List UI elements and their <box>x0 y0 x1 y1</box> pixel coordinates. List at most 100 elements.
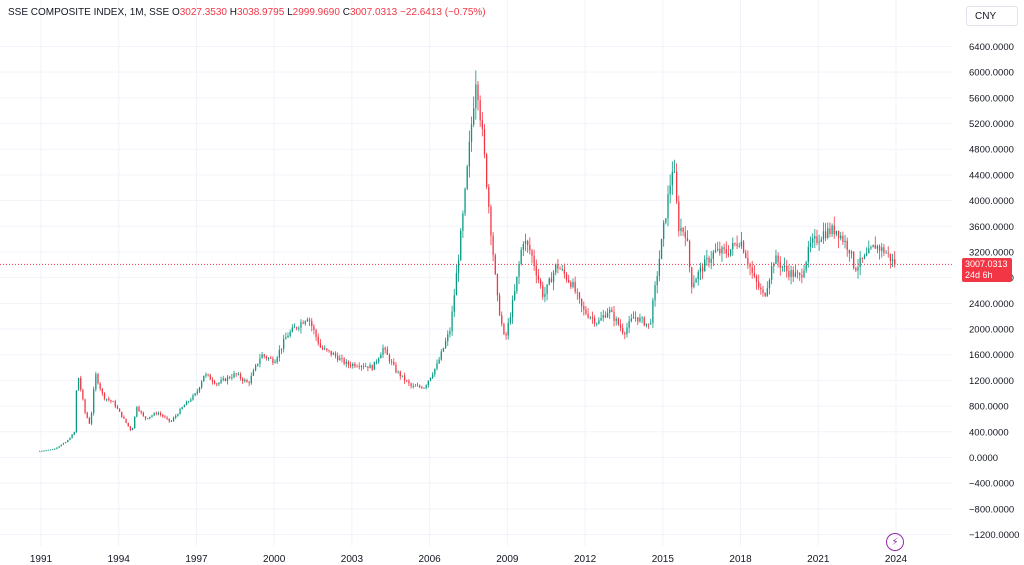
candle-body <box>799 273 801 276</box>
candle-body <box>796 272 799 274</box>
candle-body <box>168 418 170 422</box>
candle-body <box>414 385 417 387</box>
candle-body <box>777 255 779 263</box>
y-tick-label: 4400.0000 <box>969 170 1014 181</box>
candle-body <box>326 348 328 350</box>
candle-body <box>704 259 706 272</box>
candle-body <box>280 348 283 350</box>
candle-body <box>557 264 559 269</box>
candle-body <box>440 351 442 360</box>
candle-body <box>727 253 730 256</box>
candle-body <box>565 274 568 280</box>
candle-body <box>306 319 309 322</box>
candle-body <box>207 374 209 376</box>
candle-body <box>278 349 281 358</box>
candle-body <box>388 354 391 362</box>
candle-body <box>298 327 300 329</box>
candle-body <box>254 365 257 371</box>
candle-body <box>758 281 760 288</box>
candle-body <box>792 270 794 277</box>
y-tick-label: 5600.0000 <box>969 93 1014 104</box>
close-value: 3007.0313 <box>349 7 398 18</box>
candle-body <box>56 447 58 449</box>
candle-body <box>516 276 518 292</box>
candle-body <box>304 321 306 324</box>
candle-body <box>224 378 227 381</box>
candle-body <box>190 399 192 402</box>
candle-body <box>520 249 522 264</box>
candle-body <box>47 449 49 451</box>
candle-body <box>853 251 855 269</box>
candle-body <box>701 267 704 272</box>
candle-body <box>613 311 615 321</box>
candle-body <box>244 380 246 382</box>
candle-body <box>229 377 231 378</box>
candle-body <box>345 361 347 364</box>
candle-body <box>706 257 708 260</box>
candle-body <box>710 258 712 263</box>
candle-body <box>863 255 866 259</box>
candle-body <box>239 374 242 379</box>
candle-body <box>647 323 650 325</box>
candle-body <box>259 358 261 364</box>
candle-body <box>544 293 546 297</box>
currency-button[interactable]: CNY <box>966 6 1018 26</box>
symbol-legend: SSE COMPOSITE INDEX, 1M, SSE O3027.3530 … <box>8 7 486 18</box>
candle-body <box>457 260 460 274</box>
candle-body <box>319 343 322 348</box>
candle-body <box>97 374 99 384</box>
x-tick-label: 2000 <box>263 554 286 565</box>
candle-body <box>468 141 471 167</box>
candle-body <box>412 385 414 387</box>
candle-body <box>410 383 412 387</box>
candle-body <box>358 366 360 368</box>
candle-body <box>41 450 43 452</box>
candle-body <box>73 432 75 435</box>
candle-body <box>321 347 324 350</box>
candle-body <box>481 120 483 129</box>
candle-body <box>891 259 894 262</box>
candle-body <box>751 267 753 273</box>
candle-body <box>570 282 572 287</box>
candle-body <box>878 245 881 251</box>
candle-body <box>118 408 121 412</box>
candle-body <box>518 263 520 277</box>
candle-body <box>876 245 879 249</box>
candle-body <box>283 339 285 349</box>
candle-body <box>697 272 699 280</box>
candle-body <box>334 353 337 357</box>
candle-body <box>369 365 371 369</box>
candle-body <box>419 385 421 387</box>
candle-body <box>157 413 160 415</box>
candle-body <box>248 382 250 384</box>
candle-body <box>682 227 684 232</box>
candle-body <box>432 374 434 378</box>
candle-body <box>822 231 825 240</box>
candle-body <box>293 327 296 329</box>
candle-body <box>535 266 537 276</box>
candle-body <box>652 300 654 324</box>
candle-body <box>637 317 639 322</box>
candle-body <box>883 247 885 254</box>
candle-body <box>77 377 80 391</box>
candle-body <box>272 358 274 364</box>
candle-body <box>86 412 88 418</box>
candle-body <box>464 188 466 214</box>
candle-body <box>542 285 544 297</box>
candle-body <box>619 324 622 328</box>
y-tick-label: 0.0000 <box>969 453 998 464</box>
candle-body <box>887 252 889 254</box>
candle-body <box>315 329 317 337</box>
candle-body <box>576 291 578 293</box>
lightning-icon[interactable]: ⚡ <box>886 533 904 551</box>
candle-body <box>352 363 354 367</box>
y-tick-label: 6400.0000 <box>969 42 1014 53</box>
candle-body <box>226 377 229 381</box>
candle-body <box>324 348 326 350</box>
candle-body <box>93 389 95 414</box>
candle-body <box>770 266 773 280</box>
candle-body <box>343 358 345 364</box>
chart-grid <box>0 0 952 546</box>
candle-body <box>820 239 822 242</box>
